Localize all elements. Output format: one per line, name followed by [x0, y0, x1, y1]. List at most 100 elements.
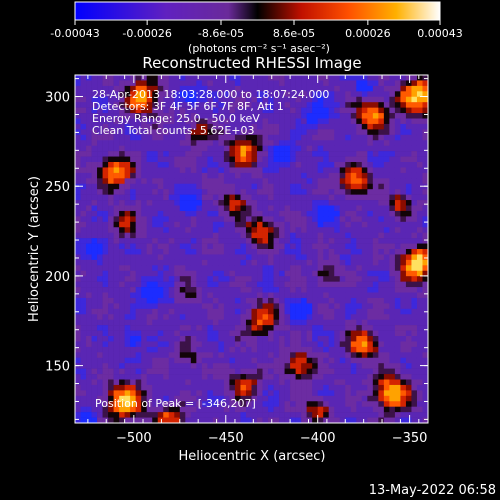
heatmap-cell — [245, 292, 252, 299]
heatmap-cell — [383, 167, 390, 174]
heatmap-cell — [411, 314, 418, 320]
heatmap-cell — [262, 107, 269, 114]
heatmap-cell — [108, 107, 114, 114]
heatmap-cell — [163, 85, 170, 92]
heatmap-cell — [268, 172, 274, 179]
heatmap-cell — [367, 363, 374, 369]
heatmap-cell — [345, 189, 352, 195]
heatmap-cell — [80, 395, 87, 402]
heatmap-cell — [75, 156, 81, 163]
heatmap-cell — [273, 265, 280, 272]
heatmap-cell — [229, 80, 236, 87]
heatmap-cell — [405, 368, 412, 375]
heatmap-cell — [334, 341, 341, 348]
heatmap-cell — [168, 243, 175, 250]
heatmap-cell — [301, 336, 307, 342]
heatmap-cell — [400, 390, 407, 397]
heatmap-cell — [102, 352, 109, 359]
heatmap-cell — [378, 102, 385, 108]
heatmap-cell — [190, 162, 197, 168]
heatmap-cell — [317, 352, 324, 359]
heatmap-cell — [102, 319, 109, 326]
heatmap-cell — [339, 265, 346, 272]
heatmap-cell — [262, 303, 269, 310]
heatmap-cell — [334, 167, 341, 174]
heatmap-cell — [312, 417, 318, 423]
heatmap-cell — [339, 75, 346, 81]
heatmap-cell — [301, 357, 307, 364]
heatmap-cell — [312, 412, 318, 418]
heatmap-cell — [295, 167, 302, 174]
heatmap-cell — [405, 178, 412, 185]
heatmap-cell — [262, 200, 269, 206]
heatmap-cell — [323, 330, 330, 337]
heatmap-cell — [190, 417, 197, 423]
heatmap-cell — [345, 194, 352, 201]
heatmap-cell — [251, 200, 258, 206]
heatmap-cell — [201, 374, 208, 380]
heatmap-cell — [245, 232, 252, 239]
heatmap-cell — [157, 308, 164, 315]
heatmap-cell — [394, 336, 401, 342]
heatmap-cell — [405, 325, 412, 331]
heatmap-cell — [389, 156, 396, 163]
heatmap-cell — [422, 216, 428, 223]
heatmap-cell — [279, 227, 285, 233]
heatmap-cell — [130, 96, 136, 103]
heatmap-cell — [394, 85, 401, 92]
heatmap-cell — [80, 167, 87, 174]
heatmap-cell — [234, 325, 241, 331]
heatmap-cell — [135, 390, 142, 397]
heatmap-cell — [405, 259, 412, 266]
heatmap-cell — [301, 379, 307, 386]
heatmap-cell — [251, 183, 258, 190]
heatmap-cell — [383, 96, 390, 103]
heatmap-cell — [240, 308, 247, 315]
heatmap-cell — [334, 194, 341, 201]
heatmap-cell — [400, 216, 407, 223]
heatmap-cell — [361, 265, 368, 272]
heatmap-cell — [141, 194, 148, 201]
heatmap-cell — [135, 238, 142, 244]
heatmap-cell — [179, 210, 186, 217]
heatmap-cell — [411, 172, 418, 179]
heatmap-cell — [378, 172, 385, 179]
heatmap-cell — [411, 205, 418, 212]
heatmap-cell — [119, 336, 125, 342]
heatmap-cell — [212, 368, 219, 375]
heatmap-cell — [372, 172, 379, 179]
heatmap-cell — [284, 325, 291, 331]
heatmap-cell — [119, 210, 125, 217]
heatmap-cell — [174, 412, 181, 418]
heatmap-cell — [168, 330, 175, 337]
heatmap-cell — [97, 346, 103, 353]
heatmap-cell — [411, 80, 418, 87]
heatmap-cell — [306, 189, 313, 195]
heatmap-cell — [372, 200, 379, 206]
heatmap-cell — [383, 270, 390, 277]
heatmap-cell — [234, 145, 241, 152]
heatmap-cell — [179, 96, 186, 103]
heatmap-cell — [339, 162, 346, 168]
heatmap-cell — [113, 129, 120, 136]
heatmap-cell — [323, 75, 330, 81]
heatmap-cell — [367, 281, 374, 288]
heatmap-cell — [163, 417, 170, 423]
heatmap-cell — [290, 189, 296, 195]
heatmap-cell — [334, 287, 341, 293]
heatmap-cell — [268, 303, 274, 310]
heatmap-cell — [361, 221, 368, 228]
heatmap-cell — [75, 102, 81, 108]
heatmap-cell — [212, 341, 219, 348]
heatmap-cell — [190, 102, 197, 108]
heatmap-cell — [223, 221, 230, 228]
heatmap-cell — [295, 281, 302, 288]
heatmap-cell — [394, 270, 401, 277]
heatmap-cell — [218, 118, 225, 125]
heatmap-cell — [317, 325, 324, 331]
heatmap-cell — [212, 167, 219, 174]
heatmap-cell — [361, 336, 368, 342]
heatmap-cell — [416, 297, 423, 304]
heatmap-cell — [350, 221, 357, 228]
heatmap-cell — [273, 297, 280, 304]
